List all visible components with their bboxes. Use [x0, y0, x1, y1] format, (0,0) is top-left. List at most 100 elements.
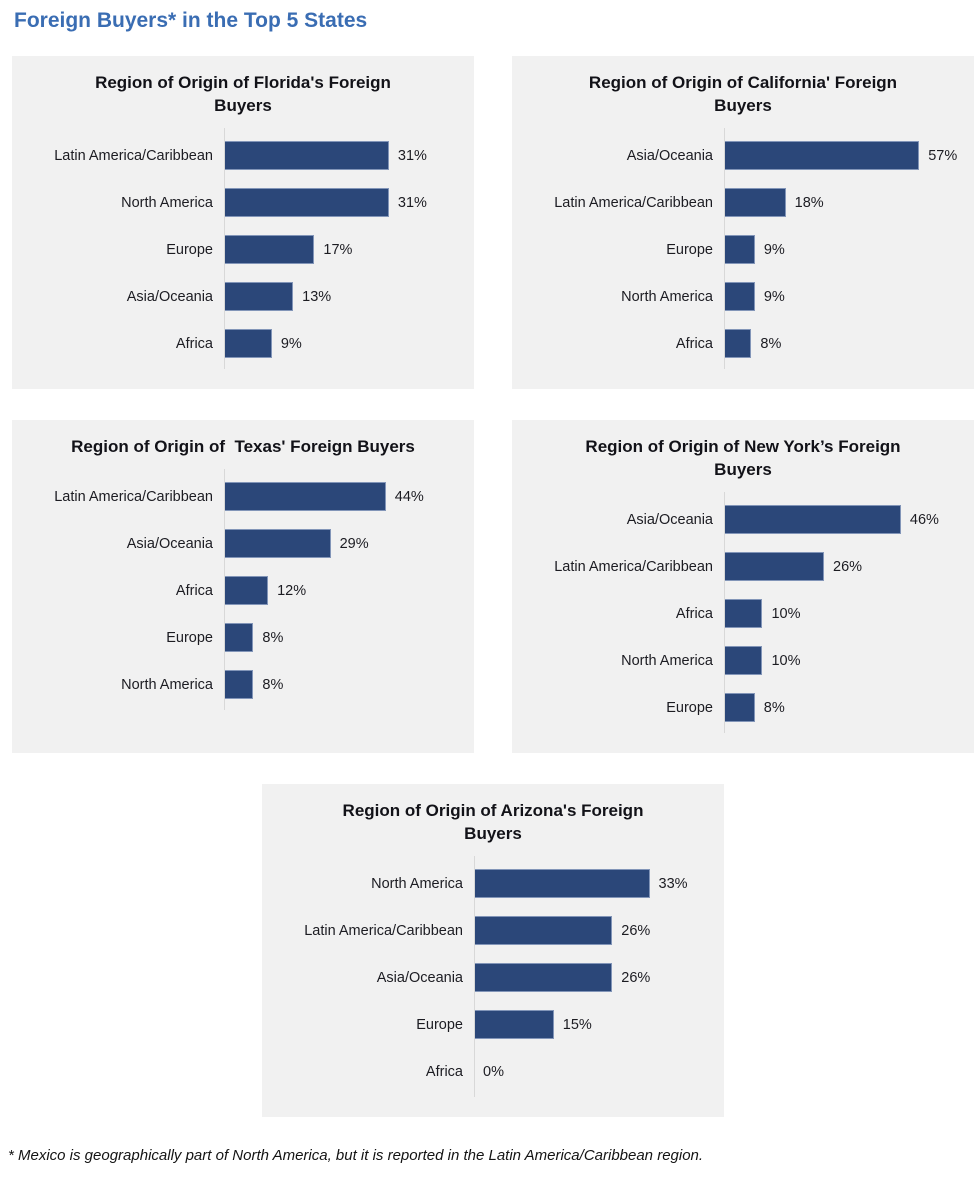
- bar-row: North America 33%: [262, 860, 724, 907]
- bar-track: 8%: [224, 661, 474, 708]
- bar: [724, 646, 763, 675]
- value-label: 44%: [394, 488, 424, 505]
- bar-track: 9%: [724, 226, 974, 273]
- category-label: Asia/Oceania: [126, 535, 213, 552]
- bar-track: 26%: [474, 954, 724, 1001]
- bar-row: Africa 8%: [512, 320, 974, 367]
- chart-body: Asia/Oceania 46% Latin America/Caribbean…: [512, 492, 974, 733]
- bar: [724, 599, 763, 628]
- chart-body: Asia/Oceania 57% Latin America/Caribbean…: [512, 128, 974, 369]
- bar-row: Europe 8%: [512, 684, 974, 731]
- chart-panel-new-york: Region of Origin of New York’s Foreign B…: [512, 420, 974, 753]
- axis-line: [224, 128, 225, 369]
- axis-line: [474, 856, 475, 1097]
- bar-track: 31%: [224, 132, 474, 179]
- bar-track: 13%: [224, 273, 474, 320]
- bar-track: 33%: [474, 860, 724, 907]
- bar-track: 8%: [724, 320, 974, 367]
- charts-grid: Region of Origin of Florida's Foreign Bu…: [0, 56, 980, 1117]
- bar-row: Asia/Oceania 29%: [12, 520, 474, 567]
- bar-track: 18%: [724, 179, 974, 226]
- bar: [224, 576, 269, 605]
- category-label: Europe: [666, 699, 713, 716]
- bar: [224, 529, 331, 558]
- chart-panel-texas: Region of Origin of Texas' Foreign Buyer…: [12, 420, 474, 753]
- axis-line: [724, 492, 725, 733]
- category-label: Europe: [166, 241, 213, 258]
- chart-title: Region of Origin of California' Foreign …: [588, 73, 902, 115]
- bar-track: 57%: [724, 132, 974, 179]
- category-label: Europe: [166, 629, 213, 646]
- category-label: Latin America/Caribbean: [54, 488, 213, 505]
- bar-row: Africa 10%: [512, 590, 974, 637]
- value-label: 8%: [262, 676, 284, 693]
- value-label: 10%: [771, 605, 801, 622]
- bar: [724, 693, 755, 722]
- bar-track: 12%: [224, 567, 474, 614]
- value-label: 8%: [262, 629, 284, 646]
- category-label: Africa: [425, 1063, 463, 1080]
- value-label: 8%: [760, 335, 782, 352]
- chart-body: North America 33% Latin America/Caribbea…: [262, 856, 724, 1097]
- value-label: 10%: [771, 652, 801, 669]
- category-label: Asia/Oceania: [376, 969, 463, 986]
- category-label: North America: [621, 652, 713, 669]
- category-label: North America: [621, 288, 713, 305]
- bar: [474, 869, 650, 898]
- bar-track: 10%: [724, 637, 974, 684]
- bar-row: North America 9%: [512, 273, 974, 320]
- category-label: Europe: [416, 1016, 463, 1033]
- bar: [724, 329, 752, 358]
- value-label: 26%: [621, 969, 651, 986]
- bar: [224, 235, 315, 264]
- axis-line: [724, 128, 725, 369]
- category-label: Asia/Oceania: [126, 288, 213, 305]
- value-label: 9%: [763, 288, 785, 305]
- value-label: 31%: [397, 194, 427, 211]
- value-label: 33%: [658, 875, 688, 892]
- bar-track: 29%: [224, 520, 474, 567]
- bar-row: North America 10%: [512, 637, 974, 684]
- bar: [724, 282, 755, 311]
- bar: [224, 329, 272, 358]
- bar-row: Africa 0%: [262, 1048, 724, 1095]
- category-label: North America: [121, 194, 213, 211]
- chart-body: Latin America/Caribbean 31% North Americ…: [12, 128, 474, 369]
- value-label: 17%: [323, 241, 353, 258]
- category-label: Europe: [666, 241, 713, 258]
- chart-title: Region of Origin of Arizona's Foreign Bu…: [342, 801, 649, 843]
- bar-track: 26%: [474, 907, 724, 954]
- bar-track: 0%: [474, 1048, 724, 1095]
- chart-body: Latin America/Caribbean 44% Asia/Oceania…: [12, 469, 474, 710]
- bar: [724, 505, 901, 534]
- bar-track: 9%: [224, 320, 474, 367]
- bar-track: 17%: [224, 226, 474, 273]
- chart-title: Region of Origin of New York’s Foreign B…: [585, 437, 906, 479]
- bar-track: 8%: [724, 684, 974, 731]
- value-label: 13%: [302, 288, 332, 305]
- bar-track: 44%: [224, 473, 474, 520]
- bar-track: 46%: [724, 496, 974, 543]
- bar: [224, 670, 254, 699]
- bar-row: Europe 15%: [262, 1001, 724, 1048]
- bar: [724, 235, 755, 264]
- value-label: 29%: [339, 535, 369, 552]
- bar-row: Latin America/Caribbean 18%: [512, 179, 974, 226]
- bar-row: Latin America/Caribbean 26%: [512, 543, 974, 590]
- bar-track: 26%: [724, 543, 974, 590]
- category-label: Africa: [675, 335, 713, 352]
- bar-row: Africa 9%: [12, 320, 474, 367]
- page-title: Foreign Buyers* in the Top 5 States: [14, 9, 368, 32]
- bar-row: Latin America/Caribbean 44%: [12, 473, 474, 520]
- bar-row: Asia/Oceania 13%: [12, 273, 474, 320]
- bar: [224, 282, 294, 311]
- value-label: 15%: [562, 1016, 592, 1033]
- category-label: Asia/Oceania: [626, 511, 713, 528]
- axis-line: [224, 469, 225, 710]
- category-label: North America: [121, 676, 213, 693]
- value-label: 46%: [909, 511, 939, 528]
- bar: [724, 188, 786, 217]
- value-label: 0%: [483, 1063, 504, 1080]
- value-label: 12%: [277, 582, 307, 599]
- category-label: North America: [371, 875, 463, 892]
